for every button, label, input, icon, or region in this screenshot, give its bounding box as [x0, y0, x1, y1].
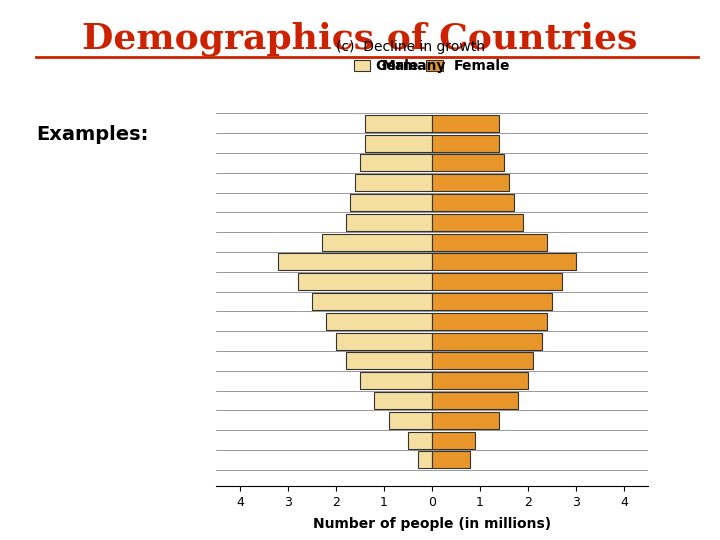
Bar: [360, 372, 432, 389]
Bar: [312, 293, 432, 310]
Bar: [408, 431, 432, 449]
Bar: [432, 431, 475, 449]
Bar: [279, 253, 432, 271]
Bar: [432, 174, 509, 191]
Bar: [346, 214, 432, 231]
Text: Examples:: Examples:: [36, 125, 148, 145]
Bar: [365, 134, 432, 152]
Bar: [432, 234, 547, 251]
Bar: [297, 273, 432, 290]
Bar: [432, 372, 528, 389]
Bar: [432, 273, 562, 290]
Bar: [326, 313, 432, 330]
Text: (c)  Decline in growth: (c) Decline in growth: [336, 40, 485, 54]
Bar: [374, 392, 432, 409]
Bar: [432, 154, 504, 171]
Bar: [432, 353, 533, 369]
Bar: [322, 234, 432, 251]
Text: Demographics of Countries: Demographics of Countries: [82, 22, 638, 56]
Bar: [418, 451, 432, 468]
X-axis label: Number of people (in millions): Number of people (in millions): [313, 517, 551, 531]
Legend: Male, Female: Male, Female: [348, 53, 516, 79]
Bar: [432, 194, 513, 211]
Bar: [365, 115, 432, 132]
Bar: [432, 412, 499, 429]
Text: Germany: Germany: [375, 59, 446, 73]
Bar: [336, 333, 432, 349]
Bar: [432, 333, 542, 349]
Bar: [389, 412, 432, 429]
Bar: [360, 154, 432, 171]
Bar: [355, 174, 432, 191]
Bar: [432, 313, 547, 330]
Bar: [432, 134, 499, 152]
Bar: [432, 253, 576, 271]
Bar: [432, 115, 499, 132]
Bar: [432, 214, 523, 231]
Bar: [432, 392, 518, 409]
Bar: [432, 293, 552, 310]
Bar: [351, 194, 432, 211]
Bar: [346, 353, 432, 369]
Bar: [432, 451, 470, 468]
